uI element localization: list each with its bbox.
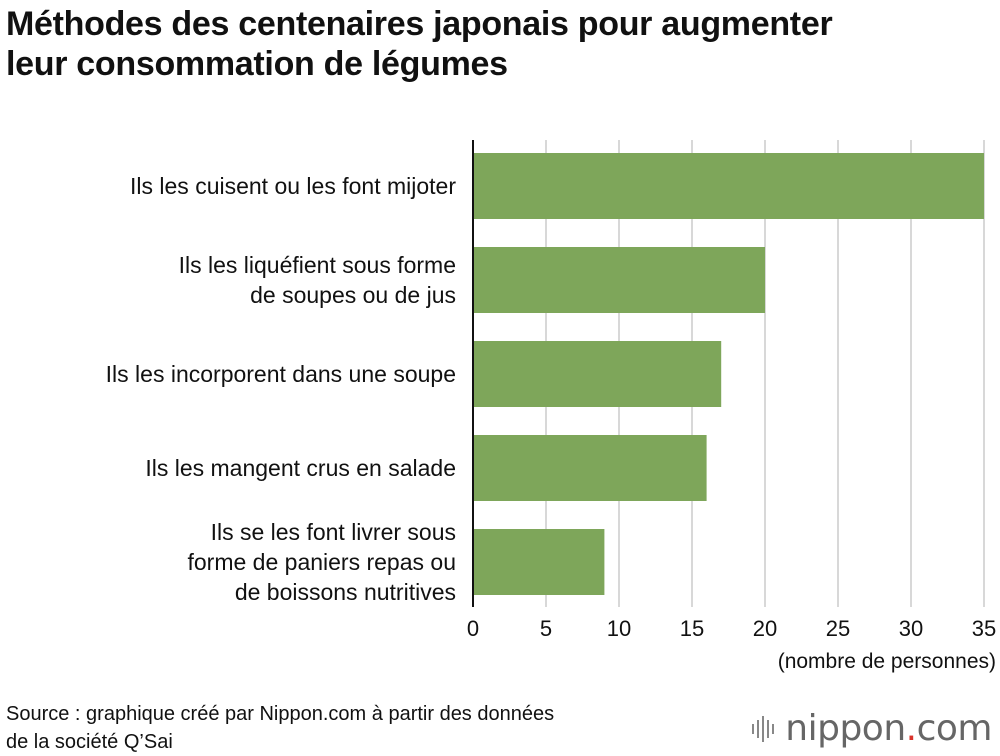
sound-bars-icon [752, 715, 777, 742]
chart-title: Méthodes des centenaires japonais pour a… [6, 4, 996, 84]
x-tick-label-35: 35 [972, 616, 996, 641]
bar-2 [473, 341, 722, 407]
source-line-2: de la société Q’Sai [6, 731, 173, 753]
x-tick-label-10: 10 [607, 616, 631, 641]
title-line-2: leur consommation de légumes [6, 45, 508, 83]
category-label-1-line-0: Ils les liquéfient sous forme [179, 252, 456, 278]
category-label-3-line-0: Ils les mangent crus en salade [145, 455, 456, 481]
category-label-4-line-2: de boissons nutritives [235, 579, 456, 605]
category-label-4-line-0: Ils se les font livrer sous [211, 519, 456, 545]
category-label-2-line-0: Ils les incorporent dans une soupe [106, 361, 456, 387]
nippon-logo: nippon. com [752, 708, 993, 749]
bar-3 [473, 435, 707, 501]
brand-name: nippon [785, 708, 906, 749]
brand-tld: com [916, 708, 993, 749]
category-label-1-line-1: de soupes ou de jus [250, 282, 456, 308]
title-line-1: Méthodes des centenaires japonais pour a… [6, 5, 833, 43]
x-axis-unit-label: (nombre de personnes) [778, 650, 996, 673]
brand-dot: . [905, 708, 917, 749]
x-tick-label-30: 30 [899, 616, 923, 641]
bar-1 [473, 247, 765, 313]
x-tick-label-20: 20 [753, 616, 777, 641]
category-label-4-line-1: forme de paniers repas ou [188, 549, 457, 575]
bar-chart: Ils les cuisent ou les font mijoter Ils l… [106, 140, 996, 673]
x-tick-label-15: 15 [680, 616, 704, 641]
bars [473, 153, 984, 595]
bar-0 [473, 153, 984, 219]
x-tick-label-0: 0 [467, 616, 479, 641]
source-line-1: Source : graphique créé par Nippon.com à… [6, 703, 555, 725]
bar-4 [473, 529, 605, 595]
x-tick-label-25: 25 [826, 616, 850, 641]
source-note: Source : graphique créé par Nippon.com à… [6, 700, 726, 756]
category-label-0-line-0: Ils les cuisent ou les font mijoter [130, 173, 456, 199]
category-labels: Ils les cuisent ou les font mijoter Ils l… [106, 173, 457, 605]
x-tick-labels: 0 5 10 15 20 25 30 35 [467, 616, 996, 641]
x-tick-label-5: 5 [540, 616, 552, 641]
